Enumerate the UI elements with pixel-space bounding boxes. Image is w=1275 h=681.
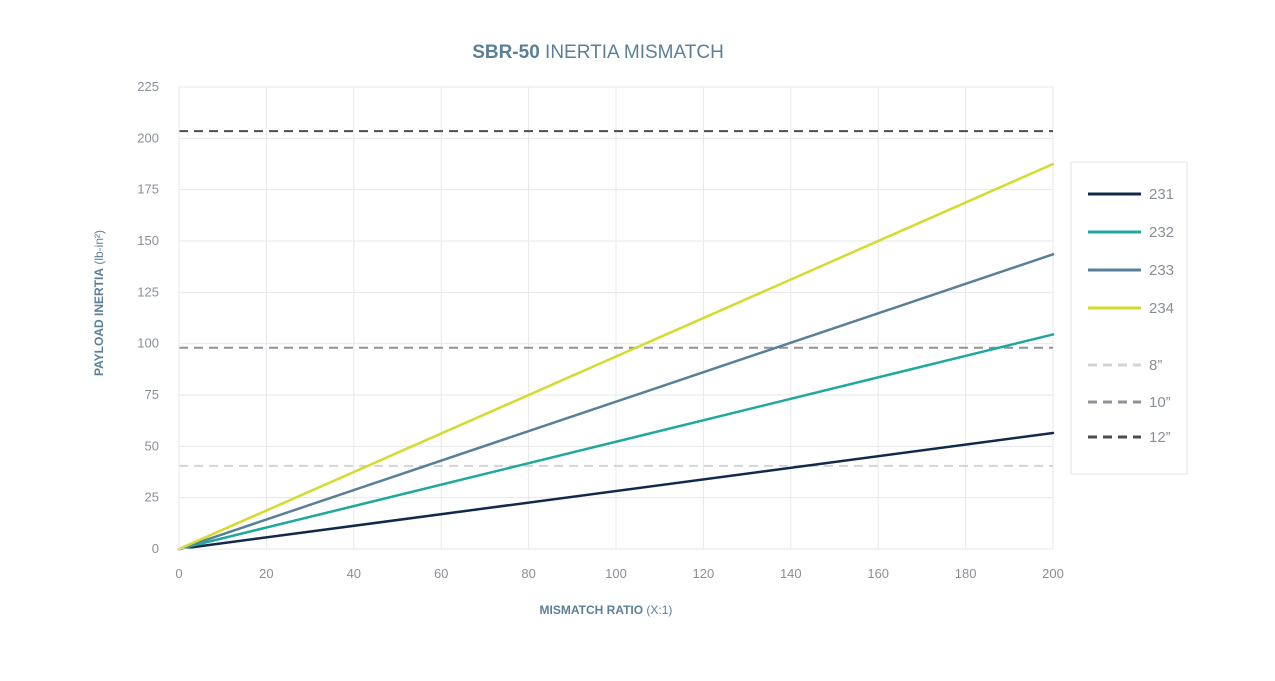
x-tick-label: 200 bbox=[1042, 566, 1064, 581]
x-tick-label: 40 bbox=[347, 566, 361, 581]
series-line bbox=[177, 162, 1055, 551]
x-axis-label: MISMATCH RATIO (X:1) bbox=[540, 603, 673, 617]
legend-label: 10” bbox=[1149, 394, 1171, 411]
legend-label: 233 bbox=[1149, 262, 1174, 279]
legend-label: 8” bbox=[1149, 357, 1162, 374]
x-tick-label: 140 bbox=[780, 566, 802, 581]
y-axis-label-rest: (lb-in²) bbox=[92, 230, 106, 268]
reference-lines bbox=[179, 130, 1053, 467]
legend-label: 12” bbox=[1149, 429, 1171, 446]
x-tick-label: 0 bbox=[175, 566, 182, 581]
chart-title-bold: SBR-50 bbox=[472, 42, 540, 63]
y-tick-label: 175 bbox=[137, 182, 159, 197]
x-tick-label: 180 bbox=[955, 566, 977, 581]
y-tick-label: 150 bbox=[137, 233, 159, 248]
series-lines bbox=[177, 162, 1055, 551]
chart-title: SBR-50 INERTIA MISMATCH bbox=[472, 42, 724, 63]
x-tick-label: 160 bbox=[867, 566, 889, 581]
y-tick-label: 200 bbox=[137, 130, 159, 145]
y-tick-label: 125 bbox=[137, 284, 159, 299]
y-tick-label: 50 bbox=[145, 438, 159, 453]
y-axis-label-bold: PAYLOAD INERTIA bbox=[92, 268, 106, 376]
legend-label: 231 bbox=[1149, 186, 1174, 203]
x-axis-label-rest: (X:1) bbox=[643, 603, 672, 617]
series-line bbox=[177, 333, 1055, 551]
legend-label: 234 bbox=[1149, 300, 1174, 317]
legend: 231 232 233 234 8” 10” 12” bbox=[1070, 161, 1188, 475]
chart-title-rest: INERTIA MISMATCH bbox=[540, 42, 724, 63]
y-tick-label: 100 bbox=[137, 336, 159, 351]
x-axis-label-bold: MISMATCH RATIO bbox=[540, 603, 644, 617]
x-tick-label: 20 bbox=[259, 566, 273, 581]
y-tick-label: 225 bbox=[137, 79, 159, 94]
y-tick-label: 75 bbox=[145, 387, 159, 402]
x-tick-label: 100 bbox=[605, 566, 627, 581]
series-line bbox=[177, 253, 1055, 551]
y-tick-label: 0 bbox=[152, 541, 159, 556]
series-line bbox=[177, 431, 1055, 551]
legend-box bbox=[1070, 161, 1188, 475]
x-tick-label: 80 bbox=[521, 566, 535, 581]
y-tick-label: 25 bbox=[145, 490, 159, 505]
legend-items: 231 232 233 234 8” 10” 12” bbox=[1088, 186, 1174, 446]
x-tick-label: 120 bbox=[693, 566, 715, 581]
y-axis-label: PAYLOAD INERTIA (lb-in²) bbox=[92, 230, 106, 376]
legend-label: 232 bbox=[1149, 224, 1174, 241]
grid bbox=[178, 86, 1054, 550]
axes: 0 20 40 60 80 100 120 140 160 180 200 0 25 50 75 100 125… bbox=[137, 79, 1064, 581]
x-tick-label: 60 bbox=[434, 566, 448, 581]
